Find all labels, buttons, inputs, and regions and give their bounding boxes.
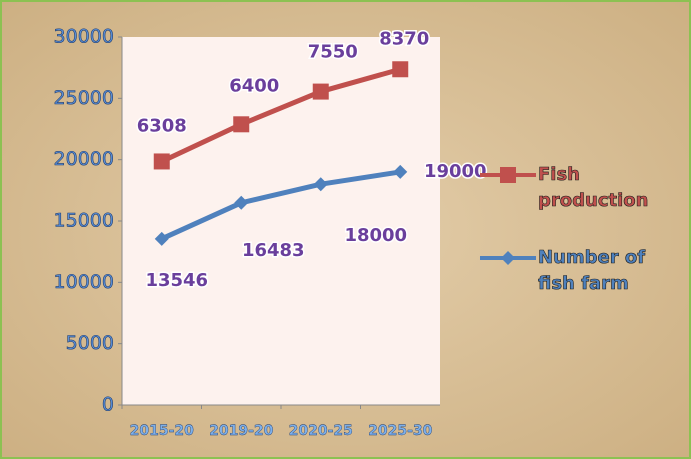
x-tick-label: 2015-20 bbox=[130, 423, 195, 439]
data-label: 7550 bbox=[308, 42, 358, 63]
y-tick-label: 5000 bbox=[66, 332, 114, 354]
x-tick-label: 2019-20 bbox=[209, 423, 274, 439]
data-label: 18000 bbox=[344, 225, 407, 246]
data-label: 8370 bbox=[379, 28, 429, 49]
marker bbox=[233, 116, 250, 133]
plot-area bbox=[122, 37, 440, 405]
data-label: 16483 bbox=[242, 240, 305, 261]
marker bbox=[501, 251, 515, 265]
marker bbox=[154, 231, 169, 246]
data-label: 19000 bbox=[424, 161, 487, 182]
data-label: 6400 bbox=[229, 75, 279, 96]
y-tick-label: 25000 bbox=[54, 87, 114, 109]
marker bbox=[234, 195, 249, 210]
y-tick-label: 15000 bbox=[54, 210, 114, 232]
x-tick-label: 2020-25 bbox=[289, 423, 353, 439]
marker bbox=[500, 167, 516, 183]
x-tick-label: 2025-30 bbox=[368, 423, 433, 439]
legend-label: Number of fish farm bbox=[538, 247, 646, 295]
data-label: 6308 bbox=[137, 115, 187, 136]
series-line bbox=[160, 169, 401, 242]
marker bbox=[153, 153, 170, 170]
marker bbox=[312, 83, 329, 100]
series-line bbox=[160, 66, 401, 164]
data-label: 13546 bbox=[145, 270, 208, 291]
y-tick-label: 10000 bbox=[54, 271, 114, 293]
marker bbox=[313, 177, 328, 192]
y-tick-label: 0 bbox=[102, 394, 114, 416]
legend-label: Fish production bbox=[538, 164, 649, 212]
y-tick-label: 30000 bbox=[54, 26, 114, 48]
marker bbox=[393, 164, 408, 179]
y-tick-label: 20000 bbox=[54, 148, 114, 170]
marker bbox=[392, 61, 409, 78]
